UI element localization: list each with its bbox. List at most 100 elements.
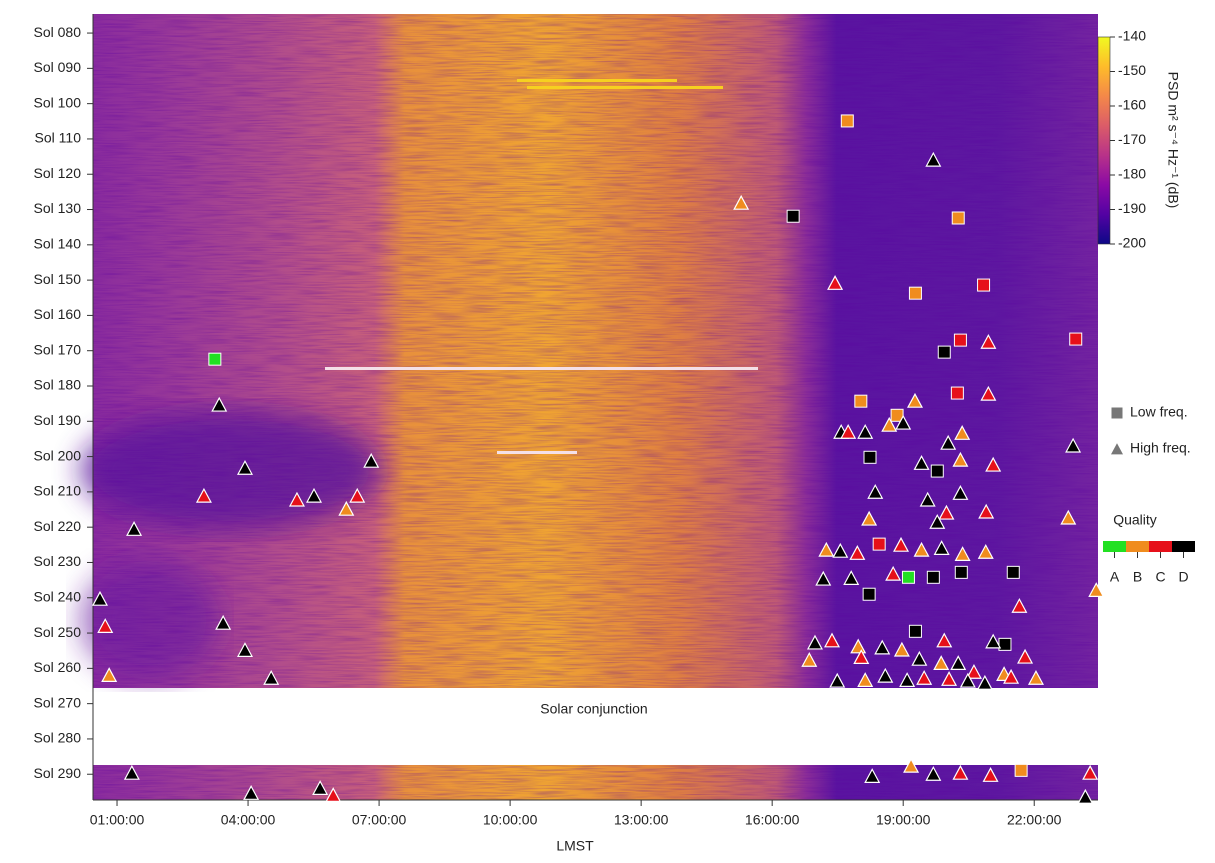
event-marker — [864, 768, 881, 783]
quality-title: Quality — [1113, 512, 1157, 528]
quality-label: C — [1155, 569, 1165, 585]
colorbar-tick-label: -160 — [1118, 97, 1146, 113]
x-axis-title: LMST — [556, 838, 594, 854]
event-marker — [1011, 597, 1028, 613]
y-tick-label: Sol 150 — [34, 271, 82, 287]
y-tick-label: Sol 120 — [34, 165, 82, 181]
event-marker — [91, 590, 108, 606]
event-marker — [824, 632, 841, 648]
event-marker — [936, 632, 953, 648]
event-marker — [1065, 437, 1082, 453]
y-tick-label: Sol 160 — [34, 306, 82, 322]
event-marker — [832, 542, 849, 558]
event-marker — [976, 674, 993, 690]
event-marker — [952, 485, 969, 500]
event-marker — [101, 667, 118, 683]
y-tick-label: Sol 090 — [34, 59, 82, 75]
colorbar: -140 -150 -160 -170 -180 -190 -200 — [1097, 28, 1146, 251]
event-marker — [1027, 669, 1044, 685]
event-marker — [926, 570, 940, 584]
event-marker — [236, 642, 253, 657]
event-marker — [919, 491, 936, 507]
event-marker — [977, 278, 991, 292]
y-tick-label: Sol 080 — [34, 24, 82, 40]
event-marker — [952, 764, 969, 780]
quality-swatch — [1172, 541, 1195, 552]
event-marker — [850, 638, 867, 654]
colorbar-tick-label: -150 — [1118, 62, 1146, 78]
event-marker — [980, 385, 997, 401]
event-marker — [854, 394, 868, 408]
y-tick-label: Sol 190 — [34, 412, 82, 428]
event-marker — [893, 641, 910, 657]
event-marker — [288, 491, 305, 507]
annotation: Solar conjunction — [540, 701, 647, 717]
legend-label: Low freq. — [1130, 404, 1188, 420]
event-marker — [1082, 764, 1099, 780]
x-tick-label: 19:00:00 — [876, 812, 931, 828]
event-marker — [1077, 788, 1094, 804]
event-marker — [941, 671, 958, 686]
event-marker — [906, 392, 923, 408]
colorbar-tick-label: -140 — [1118, 28, 1146, 44]
event-marker — [978, 503, 995, 519]
event-marker — [195, 487, 212, 503]
event-marker — [867, 483, 884, 499]
event-marker — [872, 537, 886, 551]
event-marker — [952, 451, 969, 467]
event-marker — [861, 510, 878, 526]
y-tick-label: Sol 270 — [34, 694, 82, 710]
event-marker — [913, 541, 930, 557]
event-marker — [363, 452, 380, 468]
event-marker — [925, 151, 942, 167]
event-marker — [849, 545, 866, 560]
event-marker — [1069, 332, 1083, 346]
event-marker — [954, 546, 971, 561]
y-tick-label: Sol 200 — [34, 447, 82, 463]
event-marker — [881, 416, 898, 432]
event-marker — [305, 487, 323, 503]
event-marker — [977, 543, 994, 559]
event-marker — [903, 757, 920, 773]
event-marker — [965, 663, 982, 679]
event-marker — [899, 672, 916, 687]
event-marker — [937, 345, 951, 359]
x-tick-label: 16:00:00 — [745, 812, 800, 828]
event-marker — [126, 521, 143, 536]
event-marker — [950, 655, 967, 671]
event-marker — [863, 450, 877, 464]
event-marker — [895, 414, 912, 430]
event-marker — [208, 352, 222, 366]
event-marker — [827, 275, 844, 290]
event-marker — [954, 425, 971, 440]
event-marker — [916, 669, 933, 685]
event-marker — [877, 667, 894, 683]
event-marker — [123, 764, 140, 780]
event-marker — [901, 570, 915, 584]
y-tick-label: Sol 280 — [34, 730, 82, 746]
event-marker — [908, 624, 922, 638]
event-marker — [940, 434, 957, 450]
x-tick-label: 01:00:00 — [90, 812, 145, 828]
event-marker — [911, 650, 928, 666]
colorbar-tick-label: -190 — [1118, 200, 1146, 216]
x-tick-label: 22:00:00 — [1007, 812, 1062, 828]
event-marker — [840, 114, 854, 128]
x-tick-label: 10:00:00 — [483, 812, 538, 828]
legend-marker — [1108, 440, 1126, 456]
event-marker — [933, 655, 950, 671]
event-marker — [985, 633, 1002, 649]
event-marker — [97, 618, 114, 633]
quality-swatch — [1149, 541, 1172, 552]
event-marker — [843, 570, 860, 585]
y-tick-label: Sol 180 — [34, 377, 82, 393]
event-marker — [806, 634, 823, 650]
x-tick-label: 13:00:00 — [614, 812, 669, 828]
y-tick-label: Sol 130 — [34, 200, 82, 216]
y-tick-label: Sol 110 — [35, 130, 82, 146]
event-marker — [893, 536, 910, 552]
event-marker — [938, 504, 955, 520]
event-marker — [985, 456, 1002, 472]
event-marker — [215, 614, 232, 630]
event-marker — [885, 565, 902, 581]
